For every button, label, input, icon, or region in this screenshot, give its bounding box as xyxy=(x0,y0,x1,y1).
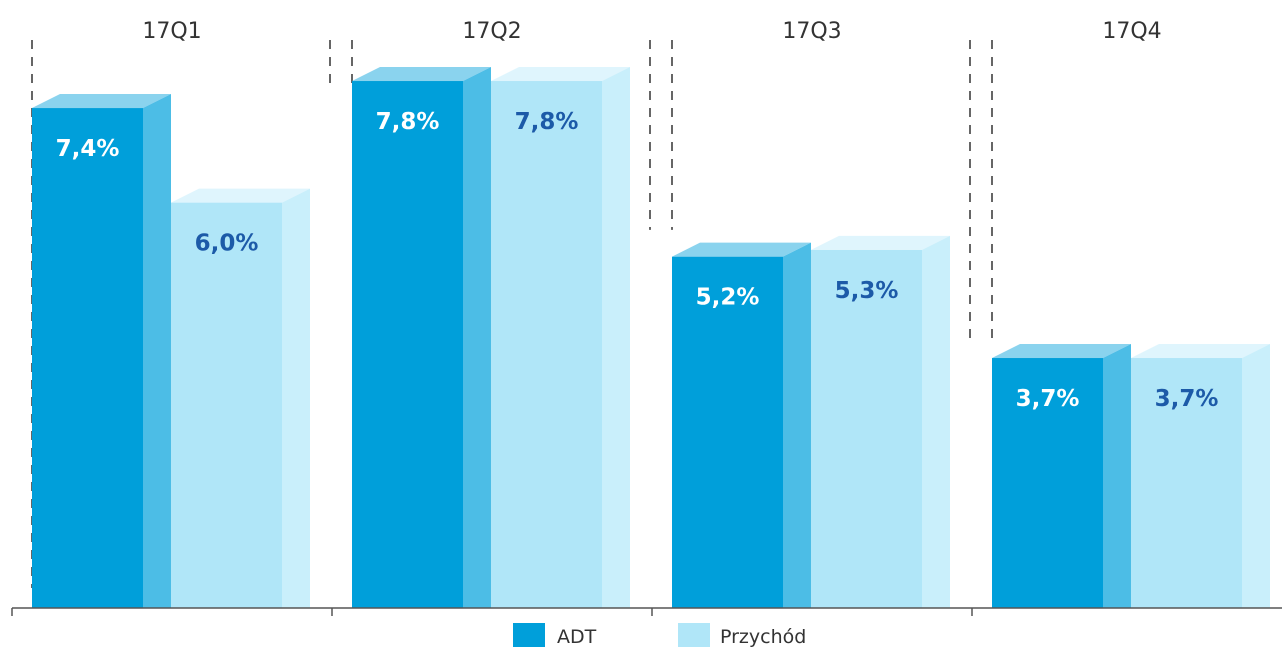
value-label-revenue-17Q4: 3,7% xyxy=(1155,386,1219,412)
bar-side-adt-17Q2 xyxy=(463,67,491,608)
bar-top-revenue-17Q1 xyxy=(171,188,310,203)
bar-revenue-17Q4 xyxy=(1131,358,1242,608)
x-axis-ticks xyxy=(11,608,973,616)
legend: ADT Przychód xyxy=(513,623,806,648)
category-label-17Q3: 17Q3 xyxy=(782,19,841,44)
bar-top-adt-17Q1 xyxy=(32,94,171,109)
legend-label-adt: ADT xyxy=(557,626,597,648)
bar-revenue-17Q1 xyxy=(171,202,282,608)
labels-group: 17Q1 7,4% 6,0% 17Q2 7,8% 7,8% 17Q3 5,2% 5,3% 17Q4… xyxy=(56,19,1219,412)
bars-group xyxy=(32,67,1270,609)
value-label-revenue-17Q2: 7,8% xyxy=(515,109,579,135)
legend-label-revenue: Przychód xyxy=(720,626,806,648)
value-label-adt-17Q1: 7,4% xyxy=(56,136,120,162)
bar-top-revenue-17Q4 xyxy=(1131,344,1270,359)
category-label-17Q2: 17Q2 xyxy=(462,19,521,44)
bar-top-revenue-17Q2 xyxy=(491,67,630,82)
bar-revenue-17Q3 xyxy=(811,249,922,609)
bar-side-adt-17Q1 xyxy=(143,94,171,609)
bar-top-adt-17Q4 xyxy=(992,344,1131,359)
bar-side-adt-17Q3 xyxy=(783,242,811,608)
category-label-17Q1: 17Q1 xyxy=(142,19,201,44)
category-label-17Q4: 17Q4 xyxy=(1102,19,1161,44)
bar-side-revenue-17Q1 xyxy=(282,188,310,608)
legend-swatch-adt xyxy=(513,623,545,647)
bar-top-revenue-17Q3 xyxy=(811,235,950,250)
bar-top-adt-17Q2 xyxy=(352,67,491,82)
bar-revenue-17Q2 xyxy=(491,81,602,608)
bar-adt-17Q2 xyxy=(352,81,463,608)
value-label-revenue-17Q3: 5,3% xyxy=(835,278,899,304)
value-label-adt-17Q3: 5,2% xyxy=(696,285,760,311)
bar-side-revenue-17Q4 xyxy=(1242,344,1270,608)
bar-side-revenue-17Q2 xyxy=(602,67,630,608)
bar-top-adt-17Q3 xyxy=(672,242,811,257)
bar-adt-17Q1 xyxy=(32,108,143,609)
value-label-revenue-17Q1: 6,0% xyxy=(195,231,259,257)
bar-side-adt-17Q4 xyxy=(1103,344,1131,608)
bar-side-revenue-17Q3 xyxy=(922,235,950,609)
value-label-adt-17Q2: 7,8% xyxy=(376,109,440,135)
bar-adt-17Q3 xyxy=(672,256,783,608)
legend-swatch-revenue xyxy=(678,623,710,647)
bar-adt-17Q4 xyxy=(992,358,1103,608)
value-label-adt-17Q4: 3,7% xyxy=(1016,386,1080,412)
